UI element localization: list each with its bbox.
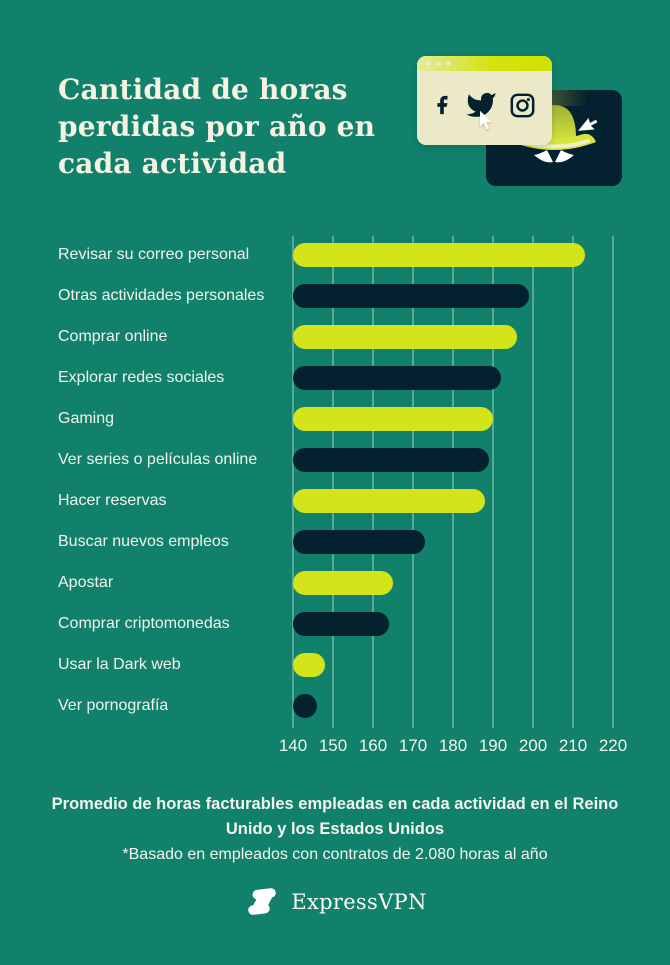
cursor-icon-front	[480, 110, 492, 130]
browser-window-front	[417, 56, 552, 145]
page-title: Cantidad de horas perdidas por año en ca…	[58, 71, 398, 182]
social-icons-row	[431, 84, 536, 126]
category-label: Gaming	[58, 410, 115, 427]
x-axis-tick-label: 160	[358, 736, 388, 755]
grid-line	[572, 236, 574, 728]
category-label: Revisar su correo personal	[58, 246, 250, 263]
x-axis-tick-label: 140	[278, 736, 308, 755]
x-axis-tick-label: 190	[478, 736, 508, 755]
bar	[293, 653, 325, 677]
instagram-icon	[510, 93, 535, 117]
page-title-line-2: perdidas por año en	[58, 109, 376, 143]
grid-line	[452, 236, 454, 728]
chart-caption: Promedio de horas facturables empleadas …	[35, 792, 635, 867]
grid-line	[372, 236, 374, 728]
bar	[293, 407, 493, 431]
category-label: Apostar	[58, 574, 114, 591]
category-label: Comprar online	[58, 328, 168, 345]
caption-footnote: *Basado en empleados con contratos de 2.…	[122, 846, 548, 863]
brand-wordmark: ExpressVPN	[291, 890, 427, 914]
x-axis-tick-label: 200	[518, 736, 548, 755]
category-label: Usar la Dark web	[58, 656, 181, 673]
bar	[293, 243, 585, 267]
bar	[293, 489, 485, 513]
grid-line	[532, 236, 534, 728]
x-axis-tick-label: 210	[558, 736, 588, 755]
bar	[293, 612, 389, 636]
grid-line	[412, 236, 414, 728]
grid-line	[612, 236, 614, 728]
x-axis-tick-label: 170	[398, 736, 428, 755]
expressvpn-logomark-icon	[248, 888, 277, 915]
category-label: Ver pornografía	[58, 697, 169, 714]
twitter-icon	[466, 92, 496, 117]
bar	[293, 571, 393, 595]
bar	[293, 694, 317, 718]
expressvpn-logo: ExpressVPN	[0, 882, 670, 922]
hero-illustration	[410, 44, 660, 196]
page-title-line-1: Cantidad de horas	[58, 72, 348, 106]
bar	[293, 530, 425, 554]
x-axis-tick-label: 150	[318, 736, 348, 755]
grid-line	[292, 236, 294, 728]
bar	[293, 448, 489, 472]
bar	[293, 366, 501, 390]
page-title-line-3: cada actividad	[58, 146, 287, 180]
window-dots-icon	[426, 61, 451, 66]
category-label: Ver series o películas online	[58, 451, 258, 468]
category-label: Buscar nuevos empleos	[58, 533, 229, 550]
category-label: Explorar redes sociales	[58, 369, 225, 386]
x-axis-tick-label: 220	[598, 736, 628, 755]
x-axis-tick-label: 180	[438, 736, 468, 755]
bar	[293, 325, 517, 349]
grid-line	[492, 236, 494, 728]
caption-text: Promedio de horas facturables empleadas …	[51, 795, 619, 838]
category-label: Comprar criptomonedas	[58, 615, 230, 632]
bar	[293, 284, 529, 308]
spy-eyes-icon	[534, 150, 574, 163]
facebook-icon	[437, 95, 448, 115]
category-label: Otras actividades personales	[58, 287, 265, 304]
window-titlebar	[417, 56, 552, 71]
cursor-icon-back	[578, 117, 598, 131]
category-label: Hacer reservas	[58, 492, 167, 509]
grid-line	[332, 236, 334, 728]
